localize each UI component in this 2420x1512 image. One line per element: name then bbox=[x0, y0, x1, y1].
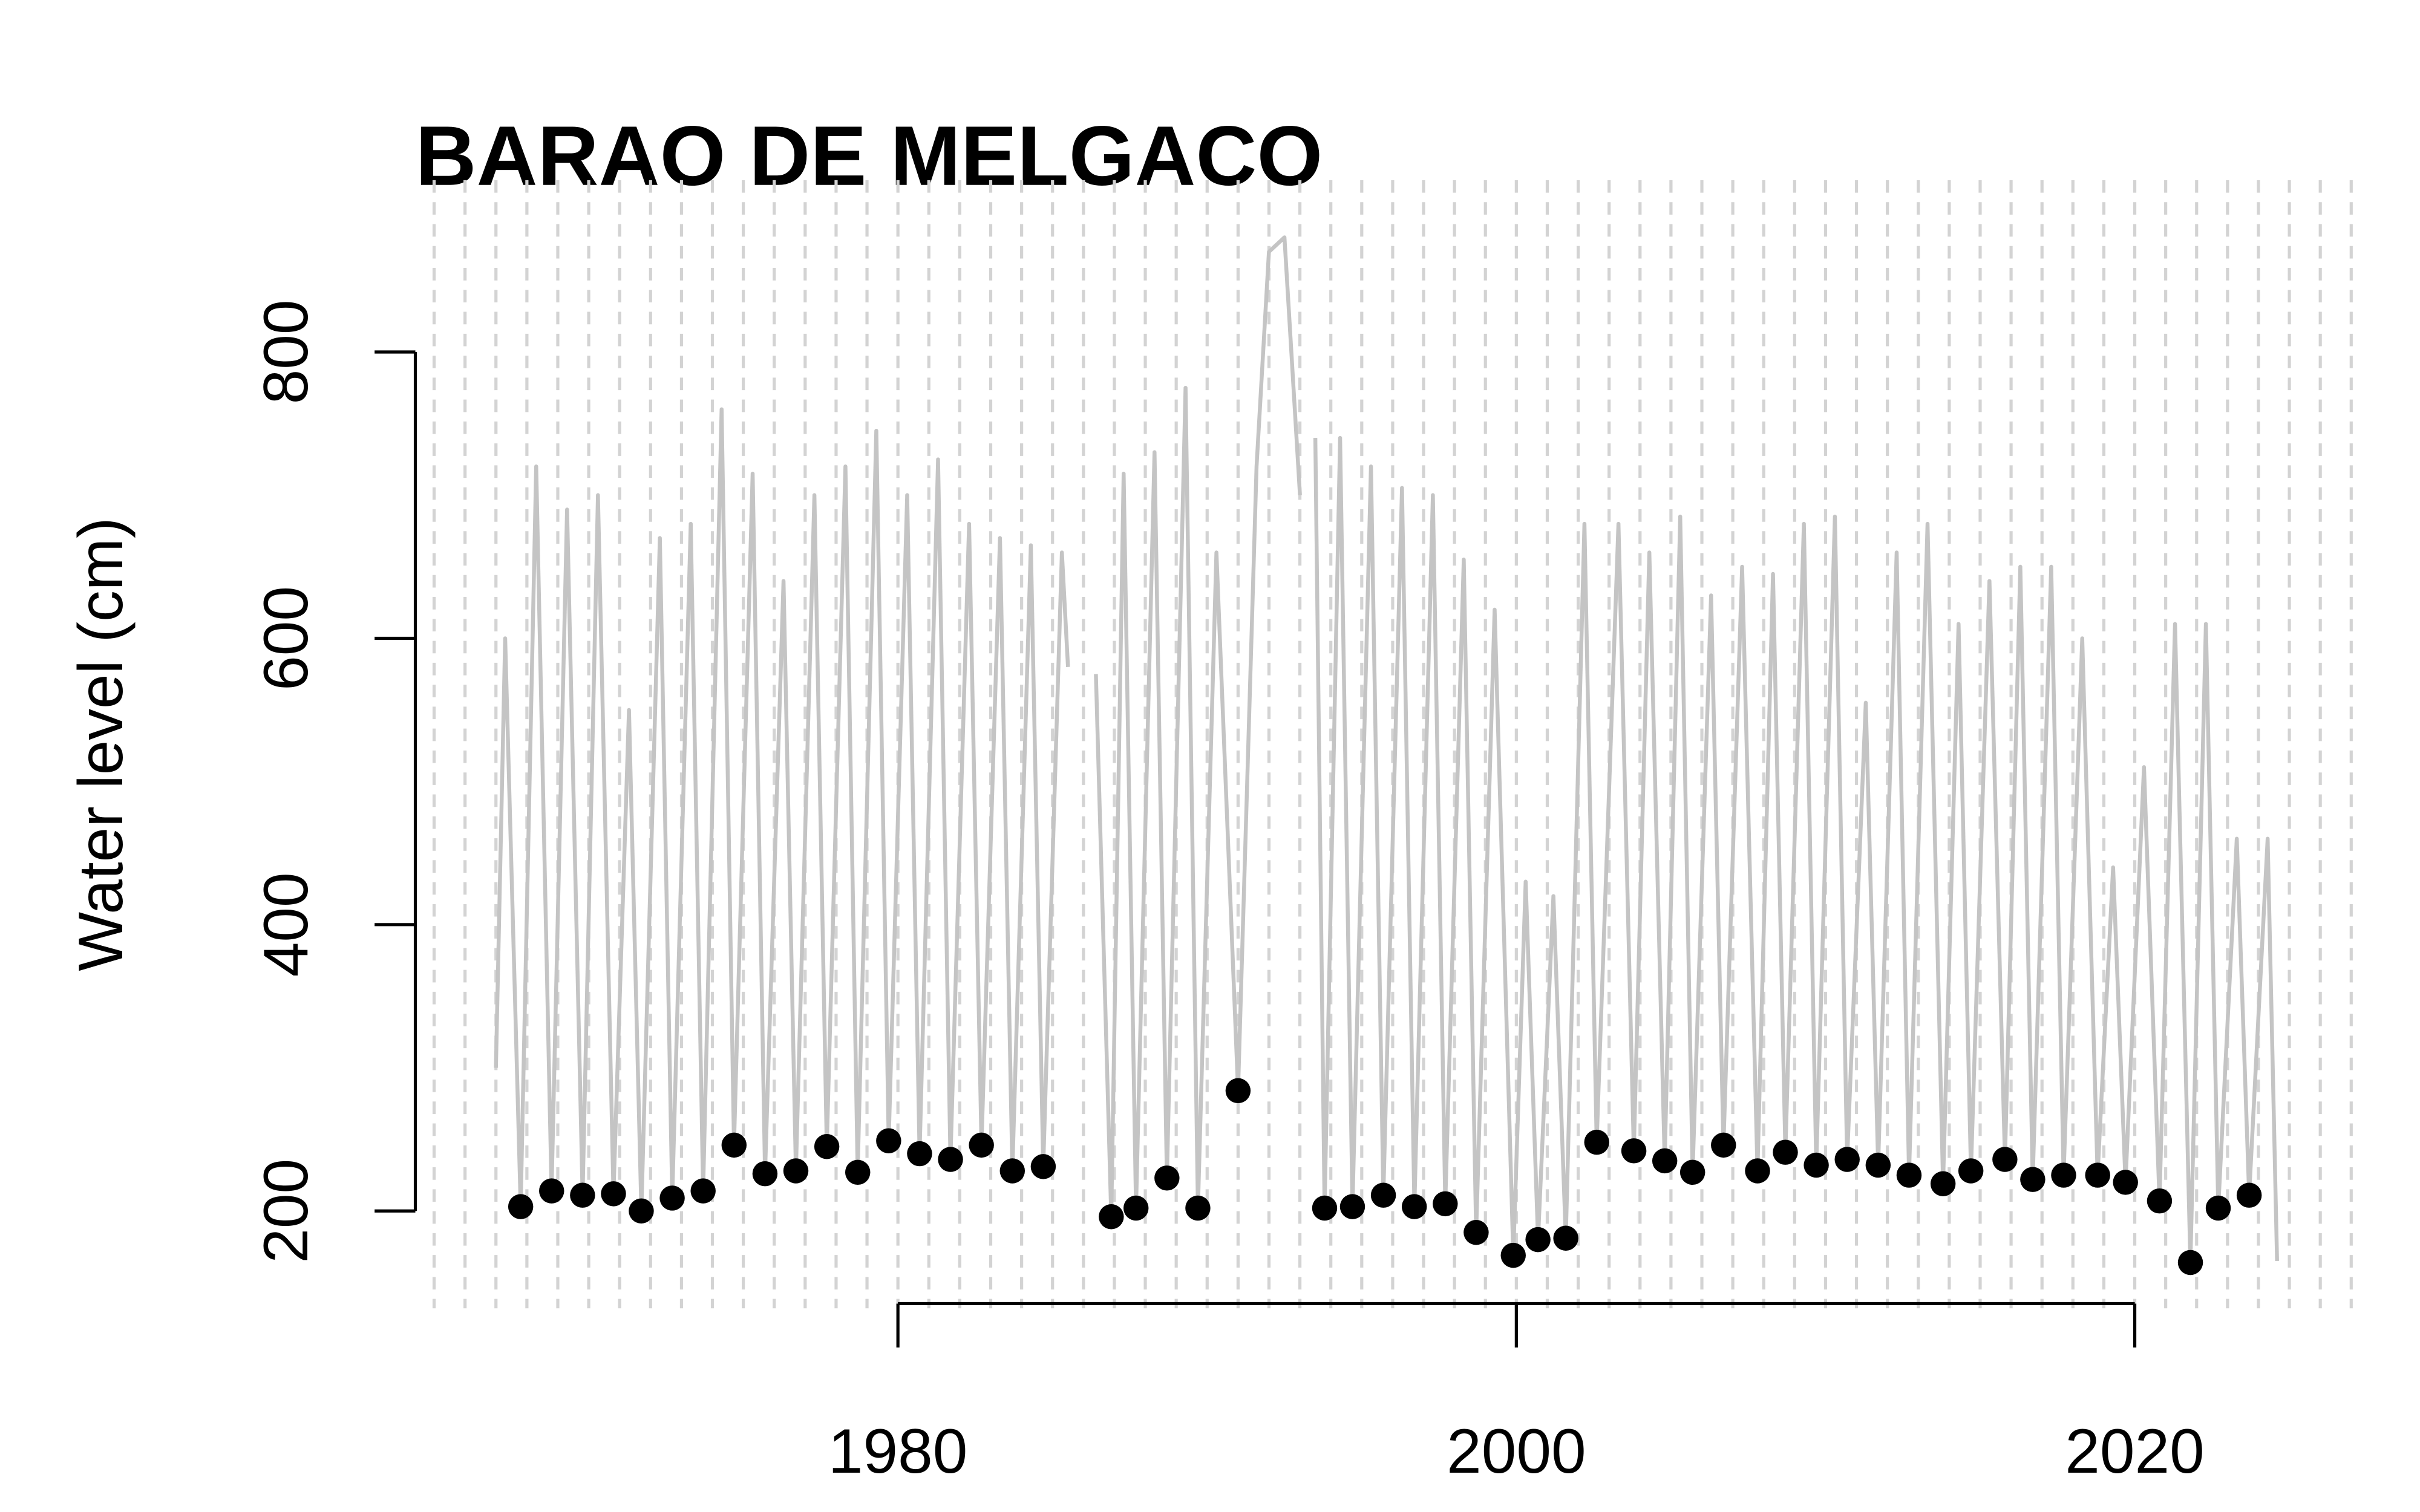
annual-minimum-point bbox=[845, 1159, 871, 1185]
annual-minimum-point bbox=[2085, 1162, 2110, 1188]
y-tick-label: 800 bbox=[250, 300, 321, 405]
annual-minimum-point bbox=[1992, 1147, 2018, 1172]
annual-minimum-point bbox=[1185, 1195, 1211, 1221]
annual-minimum-point bbox=[539, 1178, 564, 1204]
annual-minimum-point bbox=[1099, 1204, 1124, 1230]
annual-minimum-point bbox=[1865, 1152, 1891, 1178]
annual-minimum-point bbox=[508, 1194, 534, 1219]
annual-minimum-point bbox=[2205, 1195, 2231, 1221]
annual-minimum-point bbox=[1370, 1182, 1396, 1208]
x-tick-label: 1980 bbox=[828, 1416, 968, 1486]
annual-minimum-point bbox=[721, 1132, 747, 1158]
annual-minimum-point bbox=[1500, 1242, 1526, 1268]
annual-minimum-point bbox=[1553, 1225, 1578, 1251]
annual-minimum-point bbox=[938, 1147, 963, 1172]
annual-minimum-point bbox=[1930, 1171, 1956, 1196]
annual-minimum-point bbox=[1401, 1194, 1427, 1219]
annual-minimum-point bbox=[2177, 1250, 2203, 1276]
annual-minimum-point bbox=[570, 1182, 595, 1208]
annual-minimum-point bbox=[2236, 1182, 2262, 1208]
annual-minimum-point bbox=[2147, 1188, 2173, 1214]
annual-minimum-point bbox=[1525, 1227, 1551, 1253]
annual-minimum-point bbox=[659, 1185, 685, 1211]
x-tick-label: 2000 bbox=[1447, 1416, 1586, 1486]
annual-minimum-point bbox=[752, 1161, 778, 1187]
annual-minimum-point bbox=[629, 1198, 654, 1224]
annual-minimum-point bbox=[1896, 1162, 1922, 1188]
annual-minimum-point bbox=[1225, 1078, 1251, 1104]
annual-minimum-point bbox=[1958, 1158, 1984, 1184]
water-level-line bbox=[494, 235, 2279, 1265]
annual-minimum-point bbox=[999, 1158, 1025, 1184]
y-tick-label: 600 bbox=[250, 586, 321, 691]
annual-minimum-point bbox=[2051, 1162, 2076, 1188]
annual-minimum-point bbox=[1679, 1159, 1705, 1185]
annual-minimum-point bbox=[1804, 1152, 1829, 1178]
annual-minimum-point bbox=[2113, 1170, 2138, 1195]
annual-minimum-point bbox=[969, 1132, 994, 1158]
annual-minimum-point bbox=[1652, 1148, 1678, 1174]
annual-minimum-point bbox=[907, 1141, 932, 1167]
annual-minimum-point bbox=[1834, 1147, 1860, 1172]
annual-minimum-point bbox=[1312, 1195, 1338, 1221]
annual-minimum-point bbox=[1339, 1194, 1365, 1219]
annual-minimum-point bbox=[876, 1128, 901, 1153]
annual-minimum-point bbox=[1711, 1132, 1736, 1158]
y-tick-label: 400 bbox=[250, 872, 321, 977]
chart-title: BARAO DE MELGACO bbox=[416, 108, 1323, 203]
annual-minimum-point bbox=[1773, 1139, 1798, 1165]
x-tick-label: 2020 bbox=[2065, 1416, 2205, 1486]
annual-minimum-point bbox=[1584, 1129, 1609, 1155]
annual-minimum-point bbox=[601, 1181, 626, 1207]
annual-minimum-point bbox=[814, 1134, 840, 1159]
annual-minimum-point bbox=[1123, 1195, 1149, 1221]
annual-minimum-point bbox=[1463, 1220, 1489, 1245]
annual-minimum-point bbox=[783, 1158, 809, 1184]
y-axis-label: Water level (cm) bbox=[65, 517, 136, 971]
y-tick-label: 200 bbox=[250, 1159, 321, 1263]
annual-minimum-point bbox=[2020, 1167, 2046, 1192]
annual-minimum-point bbox=[1154, 1165, 1180, 1191]
annual-minimum-point bbox=[1621, 1138, 1647, 1164]
annual-minimum-point bbox=[1433, 1191, 1458, 1217]
annual-minimum-point bbox=[690, 1178, 716, 1204]
annual-minimum-point bbox=[1030, 1154, 1056, 1179]
annual-minimum-point bbox=[1745, 1158, 1770, 1184]
